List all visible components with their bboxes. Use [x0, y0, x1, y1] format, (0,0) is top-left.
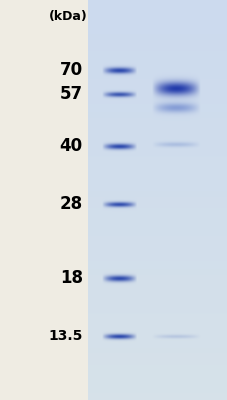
Text: 57: 57 — [60, 85, 83, 103]
Text: 13.5: 13.5 — [49, 329, 83, 343]
Text: 40: 40 — [60, 137, 83, 155]
Text: 70: 70 — [60, 61, 83, 79]
Text: (kDa): (kDa) — [49, 10, 87, 23]
Text: 18: 18 — [60, 269, 83, 287]
Text: 28: 28 — [60, 195, 83, 213]
